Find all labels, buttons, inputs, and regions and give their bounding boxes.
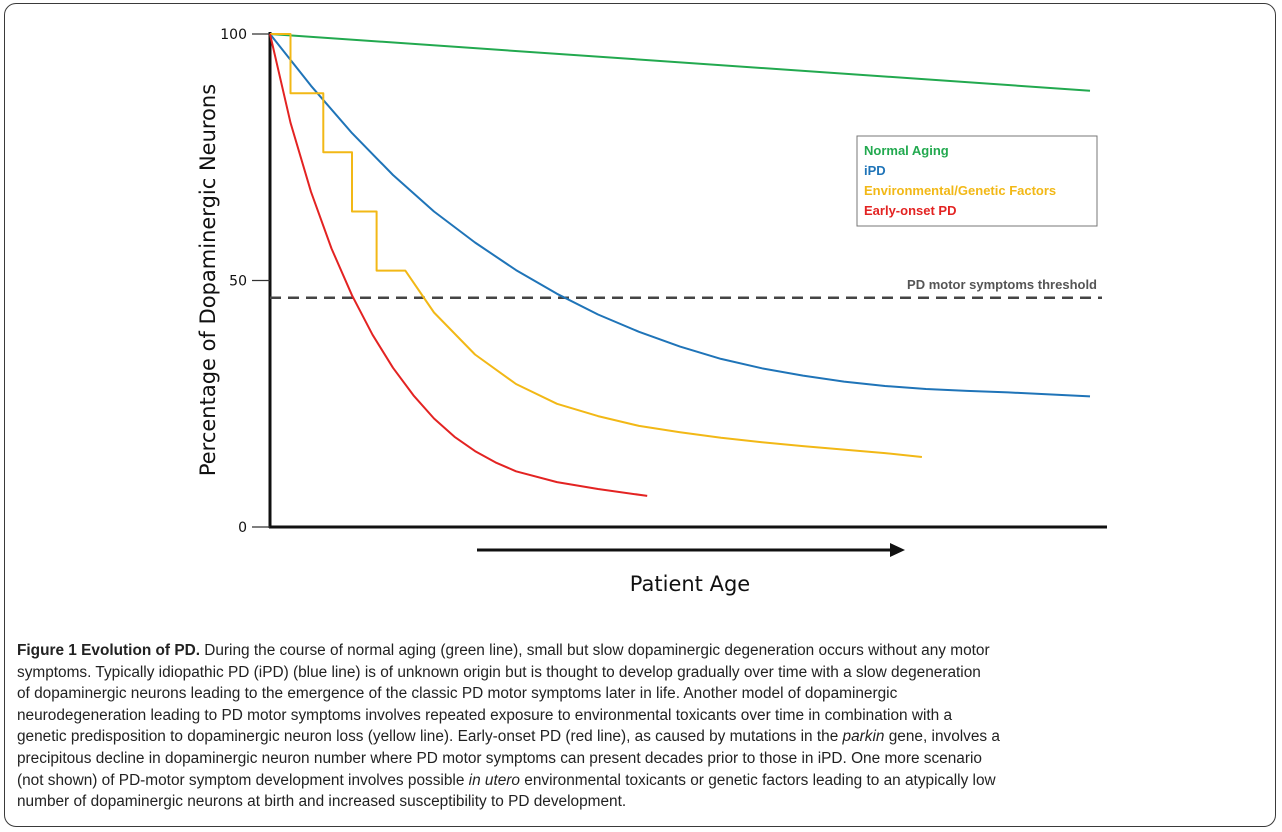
chart-legend: Normal Aging iPD Environmental/Genetic Fac…: [856, 135, 1098, 227]
series-line-1: [269, 33, 1091, 92]
legend-entry-4: Early-onset PD: [864, 203, 956, 218]
series-line-3: [270, 33, 923, 458]
threshold-label: PD motor symptoms threshold: [907, 277, 1097, 292]
figure-frame: [4, 3, 1276, 827]
caption-lead: Figure 1 Evolution of PD.: [17, 642, 200, 659]
caption-parkin: parkin: [842, 728, 885, 746]
figure-caption: Figure 1 Evolution of PD. During the cou…: [17, 640, 1262, 813]
caption-line-5b: gene, involves a: [884, 728, 1000, 746]
caption-line-7: (not shown) of PD-motor symptom developm…: [17, 771, 469, 789]
x-axis-title: Patient Age: [629, 572, 751, 596]
plot-area: PD motor symptoms threshold: [269, 33, 1102, 497]
line-chart: 100 50 0 PD motor symptoms threshold Norma…: [220, 27, 1107, 557]
caption-line-2: symptoms. Typically idiopathic PD (iPD) …: [17, 663, 981, 681]
caption-line-1: During the course of normal aging (green…: [199, 642, 990, 659]
legend-entry-2: iPD: [864, 163, 886, 178]
y-axis-title: Percentage of Dopaminergic Neurons: [196, 83, 220, 477]
caption-line-4: neurodegeneration leading to PD motor sy…: [17, 706, 953, 724]
caption-line-7b: environmental toxicants or genetic facto…: [520, 771, 996, 789]
y-tick-label: 100: [220, 27, 247, 43]
legend-entry-1: Normal Aging: [864, 143, 949, 158]
age-arrow-head: [890, 543, 905, 557]
legend-entry-3: Environmental/Genetic Factors: [864, 183, 1056, 198]
caption-line-8: number of dopaminergic neurons at birth …: [17, 793, 627, 811]
series-line-4: [269, 33, 648, 497]
caption-line-6: precipitous decline in dopaminergic neur…: [17, 749, 982, 767]
legend-box: [856, 135, 1098, 227]
chart-axes: 100 50 0: [220, 27, 1107, 557]
series-line-2: [269, 33, 1091, 398]
caption-line-3: of dopaminergic neurons leading to the e…: [17, 685, 898, 703]
y-tick-label: 50: [229, 274, 247, 290]
caption-line-5: genetic predisposition to dopaminergic n…: [17, 728, 843, 746]
caption-in-utero: in utero: [468, 771, 520, 789]
y-tick-label: 0: [238, 520, 247, 536]
